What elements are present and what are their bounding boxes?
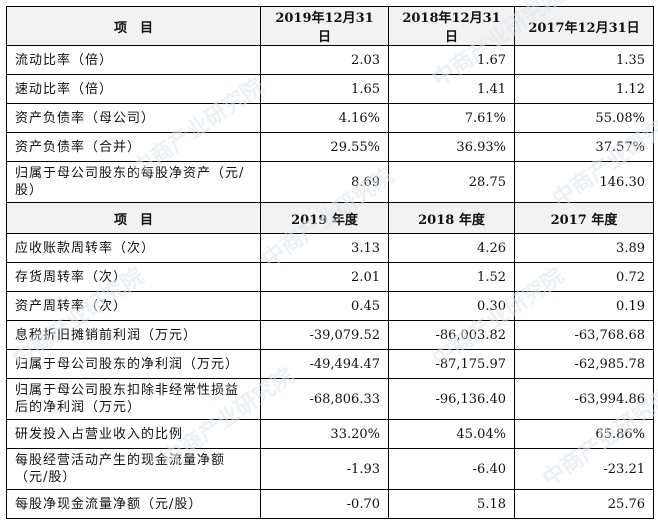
cell-value: 3.13: [260, 233, 389, 263]
table-row: 资产负债率（合并） 29.55% 36.93% 37.57%: [6, 132, 654, 162]
header-row-balance: 项 目 2019年12月31日 2018年12月31日 2017年12月31日: [6, 6, 654, 46]
cell-value: -23.21: [514, 448, 654, 490]
row-label: 资产负债率（合并）: [6, 132, 261, 162]
row-label: 存货周转率（次）: [6, 262, 261, 292]
cell-value: 0.30: [388, 291, 515, 321]
row-label: 息税折旧摊销前利润（万元）: [6, 320, 261, 350]
cell-value: 5.18: [388, 489, 515, 519]
cell-value: 8.69: [260, 161, 389, 203]
table-row: 每股经营活动产生的现金流量净额（元/股） -1.93 -6.40 -23.21: [6, 448, 654, 490]
cell-value: 0.19: [514, 291, 654, 321]
cell-value: -1.93: [260, 448, 389, 490]
cell-value: 1.52: [388, 262, 515, 292]
cell-value: 25.76: [514, 489, 654, 519]
table-row: 每股净现金流量净额（元/股） -0.70 5.18 25.76: [6, 489, 654, 519]
row-label: 每股净现金流量净额（元/股）: [6, 489, 261, 519]
cell-value: -63,994.86: [514, 378, 654, 420]
cell-value: 33.20%: [260, 419, 389, 449]
cell-value: 1.35: [514, 45, 654, 75]
cell-value: 45.04%: [388, 419, 515, 449]
table-row: 研发投入占营业收入的比例 33.20% 45.04% 65.86%: [6, 419, 654, 449]
cell-value: -49,494.47: [260, 349, 389, 379]
cell-value: 7.61%: [388, 103, 515, 133]
table-row: 流动比率（倍） 2.03 1.67 1.35: [6, 45, 654, 75]
table-row: 资产周转率（次） 0.45 0.30 0.19: [6, 291, 654, 321]
table-row: 归属于母公司股东的净利润（万元） -49,494.47 -87,175.97 -…: [6, 349, 654, 379]
table-row: 归属于母公司股东扣除非经常性损益后的净利润（万元） -68,806.33 -96…: [6, 378, 654, 420]
table-row: 存货周转率（次） 2.01 1.52 0.72: [6, 262, 654, 292]
row-label: 归属于母公司股东的净利润（万元）: [6, 349, 261, 379]
header-year: 2018年12月31日: [388, 6, 515, 46]
cell-value: 0.72: [514, 262, 654, 292]
cell-value: 28.75: [388, 161, 515, 203]
table-row: 归属于母公司股东的每股净资产（元/股） 8.69 28.75 146.30: [6, 161, 654, 203]
header-year: 2018 年度: [388, 202, 515, 234]
cell-value: -63,768.68: [514, 320, 654, 350]
row-label: 归属于母公司股东扣除非经常性损益后的净利润（万元）: [6, 378, 261, 420]
row-label: 每股经营活动产生的现金流量净额（元/股）: [6, 448, 261, 490]
header-year: 2019年12月31日: [260, 6, 389, 46]
table-row: 资产负债率（母公司） 4.16% 7.61% 55.08%: [6, 103, 654, 133]
cell-value: 4.16%: [260, 103, 389, 133]
cell-value: 29.55%: [260, 132, 389, 162]
cell-value: -0.70: [260, 489, 389, 519]
cell-value: 1.67: [388, 45, 515, 75]
cell-value: 3.89: [514, 233, 654, 263]
cell-value: -96,136.40: [388, 378, 515, 420]
cell-value: 55.08%: [514, 103, 654, 133]
cell-value: 0.45: [260, 291, 389, 321]
table-row: 速动比率（倍） 1.65 1.41 1.12: [6, 74, 654, 104]
cell-value: 1.41: [388, 74, 515, 104]
cell-value: 2.01: [260, 262, 389, 292]
financial-indicators-table: 项 目 2019年12月31日 2018年12月31日 2017年12月31日 …: [6, 6, 654, 519]
header-row-annual: 项 目 2019 年度 2018 年度 2017 年度: [6, 202, 654, 234]
header-item: 项 目: [6, 6, 261, 46]
cell-value: -68,806.33: [260, 378, 389, 420]
cell-value: -6.40: [388, 448, 515, 490]
row-label: 速动比率（倍）: [6, 74, 261, 104]
cell-value: 36.93%: [388, 132, 515, 162]
cell-value: -39,079.52: [260, 320, 389, 350]
cell-value: -86,003.82: [388, 320, 515, 350]
row-label: 归属于母公司股东的每股净资产（元/股）: [6, 161, 261, 203]
cell-value: 2.03: [260, 45, 389, 75]
row-label: 应收账款周转率（次）: [6, 233, 261, 263]
cell-value: -87,175.97: [388, 349, 515, 379]
header-year: 2017 年度: [514, 202, 654, 234]
row-label: 资产负债率（母公司）: [6, 103, 261, 133]
cell-value: 37.57%: [514, 132, 654, 162]
cell-value: 65.86%: [514, 419, 654, 449]
row-label: 研发投入占营业收入的比例: [6, 419, 261, 449]
header-year: 2017年12月31日: [514, 6, 654, 46]
row-label: 流动比率（倍）: [6, 45, 261, 75]
table-row: 息税折旧摊销前利润（万元） -39,079.52 -86,003.82 -63,…: [6, 320, 654, 350]
header-item: 项 目: [6, 202, 261, 234]
cell-value: 1.12: [514, 74, 654, 104]
table-row: 应收账款周转率（次） 3.13 4.26 3.89: [6, 233, 654, 263]
cell-value: 4.26: [388, 233, 515, 263]
financial-indicators-table-wrapper: 项 目 2019年12月31日 2018年12月31日 2017年12月31日 …: [6, 6, 654, 519]
cell-value: -62,985.78: [514, 349, 654, 379]
cell-value: 146.30: [514, 161, 654, 203]
cell-value: 1.65: [260, 74, 389, 104]
row-label: 资产周转率（次）: [6, 291, 261, 321]
header-year: 2019 年度: [260, 202, 389, 234]
